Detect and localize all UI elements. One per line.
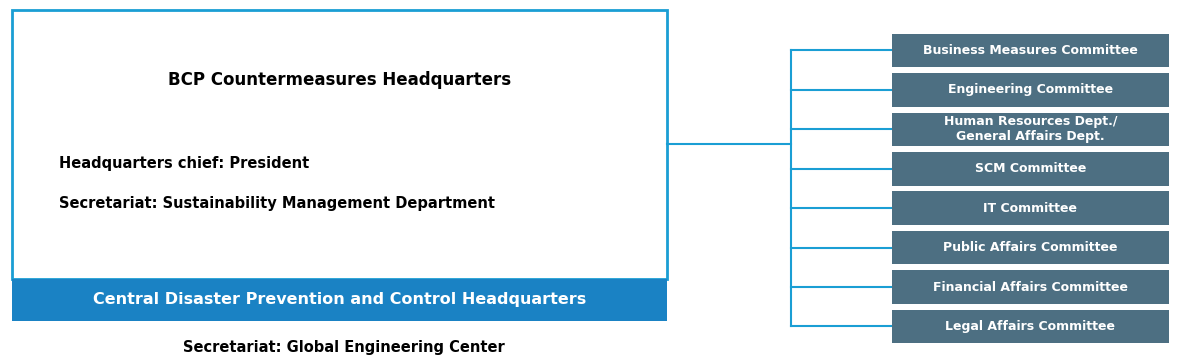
FancyBboxPatch shape bbox=[892, 34, 1169, 67]
Text: Public Affairs Committee: Public Affairs Committee bbox=[944, 241, 1117, 254]
Text: BCP Countermeasures Headquarters: BCP Countermeasures Headquarters bbox=[168, 71, 511, 89]
FancyBboxPatch shape bbox=[892, 270, 1169, 304]
Text: Engineering Committee: Engineering Committee bbox=[948, 83, 1113, 97]
Text: Business Measures Committee: Business Measures Committee bbox=[924, 44, 1137, 57]
Text: SCM Committee: SCM Committee bbox=[974, 162, 1087, 175]
Text: Headquarters chief: President: Headquarters chief: President bbox=[59, 155, 309, 171]
FancyBboxPatch shape bbox=[892, 152, 1169, 186]
Text: Financial Affairs Committee: Financial Affairs Committee bbox=[933, 280, 1128, 294]
FancyBboxPatch shape bbox=[892, 112, 1169, 146]
FancyBboxPatch shape bbox=[892, 191, 1169, 225]
FancyBboxPatch shape bbox=[12, 279, 667, 321]
Text: Secretariat: Global Engineering Center: Secretariat: Global Engineering Center bbox=[183, 340, 504, 355]
FancyBboxPatch shape bbox=[12, 10, 667, 279]
Text: Legal Affairs Committee: Legal Affairs Committee bbox=[946, 320, 1115, 333]
Text: Secretariat: Sustainability Management Department: Secretariat: Sustainability Management D… bbox=[59, 196, 495, 211]
FancyBboxPatch shape bbox=[892, 231, 1169, 265]
Text: Human Resources Dept./
General Affairs Dept.: Human Resources Dept./ General Affairs D… bbox=[944, 115, 1117, 143]
Text: Central Disaster Prevention and Control Headquarters: Central Disaster Prevention and Control … bbox=[93, 292, 586, 307]
FancyBboxPatch shape bbox=[892, 73, 1169, 107]
Text: IT Committee: IT Committee bbox=[984, 202, 1077, 215]
FancyBboxPatch shape bbox=[892, 309, 1169, 343]
